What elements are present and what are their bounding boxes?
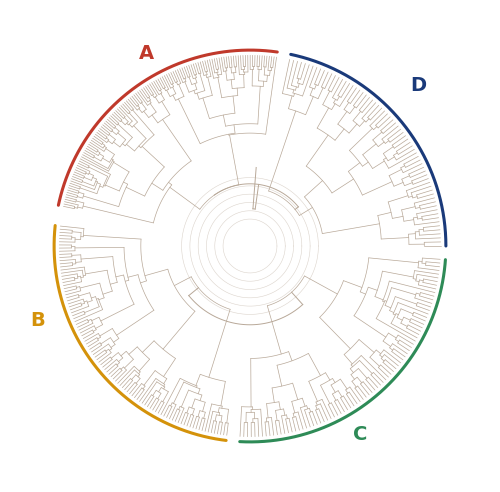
Text: B: B xyxy=(30,311,46,330)
Text: A: A xyxy=(139,44,154,63)
Text: C: C xyxy=(353,425,368,444)
Text: D: D xyxy=(410,76,426,95)
